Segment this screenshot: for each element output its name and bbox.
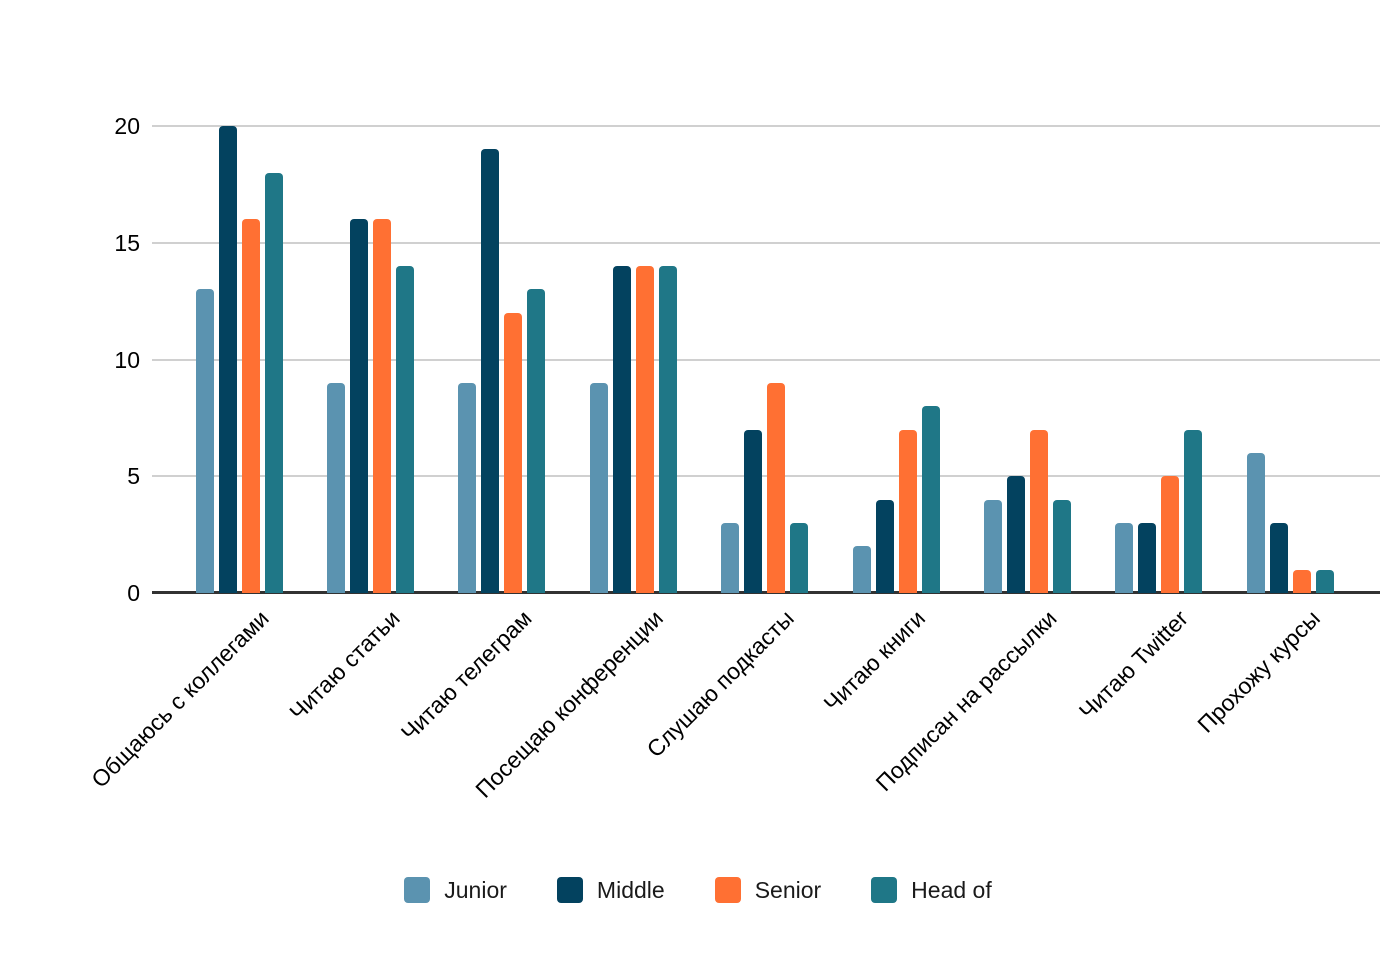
bar-senior [1029, 430, 1048, 593]
bar-senior [1292, 570, 1311, 593]
x-category-label: Читаю Twitter [1073, 605, 1194, 725]
bar-senior [504, 313, 523, 593]
bar-middle [612, 266, 631, 593]
legend-label: Senior [754, 876, 822, 903]
bar-junior [458, 383, 477, 593]
bar-senior [372, 219, 391, 593]
y-tick-label: 0 [127, 580, 140, 606]
bar-head-of [921, 406, 940, 593]
bar-middle [1138, 523, 1157, 593]
legend-swatch-icon [871, 877, 898, 903]
legend-swatch-icon [714, 877, 741, 903]
bar-head-of [264, 173, 283, 593]
bar-group [983, 126, 1071, 593]
bar-junior [1246, 453, 1265, 593]
bar-middle [1006, 476, 1025, 593]
bar-head-of [790, 523, 809, 593]
plot-area: 0 5 10 15 20 [114, 113, 1380, 606]
legend-item-junior: Junior [404, 877, 507, 904]
bar-group [1115, 126, 1203, 593]
legend-label: Head of [911, 876, 992, 903]
bar-group [195, 126, 283, 593]
legend: Junior Middle Senior Head of [0, 872, 1396, 908]
bar-middle [218, 126, 237, 593]
bar-senior [1161, 476, 1180, 593]
bar-middle [1269, 523, 1288, 593]
y-tick-label: 5 [127, 463, 140, 489]
bar-head-of [1315, 570, 1334, 593]
gridline [152, 125, 1380, 127]
bar-head-of [658, 266, 677, 593]
legend-item-senior: Senior [714, 876, 822, 904]
gridline [152, 359, 1380, 361]
x-category-label: Читаю телеграм [395, 605, 537, 746]
bar-junior [326, 383, 345, 593]
bar-group [721, 126, 809, 593]
y-tick-label: 20 [114, 113, 140, 139]
bar-head-of [1052, 500, 1071, 593]
x-category-label: Читаю статьи [284, 605, 405, 726]
bar-group [852, 126, 940, 593]
bar-senior [241, 219, 260, 593]
bar-junior [721, 523, 740, 593]
bar-head-of [395, 266, 414, 593]
bar-middle [744, 430, 763, 593]
bar-junior [1115, 523, 1134, 593]
bar-senior [898, 430, 917, 593]
bar-middle [349, 219, 368, 593]
bar-middle [481, 149, 500, 593]
bar-junior [195, 289, 214, 593]
y-tick-label: 10 [114, 347, 140, 373]
x-category-label: Читаю книги [818, 605, 931, 717]
bar-head-of [1184, 430, 1203, 593]
gridline [152, 242, 1380, 244]
bar-junior [589, 383, 608, 593]
bar-junior [852, 546, 871, 593]
x-category-label: Общаюсь с коллегами [85, 605, 274, 793]
legend-swatch-icon [404, 877, 431, 903]
bar-senior [635, 266, 654, 593]
legend-item-head-of: Head of [871, 877, 992, 904]
legend-swatch-icon [556, 877, 583, 903]
bar-middle [875, 500, 894, 593]
bar-group [458, 126, 546, 593]
legend-label: Middle [596, 876, 665, 903]
bar-group [326, 126, 414, 593]
bar-senior [767, 383, 786, 593]
x-axis-line [152, 591, 1380, 594]
legend-item-middle: Middle [556, 876, 665, 904]
x-category-label: Слушаю подкасты [641, 605, 799, 763]
bar-group [589, 126, 677, 593]
bar-group [1246, 126, 1334, 593]
gridline [152, 475, 1380, 477]
x-category-label: Прохожу курсы [1191, 605, 1325, 738]
legend-label: Junior [444, 876, 507, 903]
bar-head-of [527, 289, 546, 593]
y-tick-label: 15 [114, 230, 140, 256]
bar-junior [983, 500, 1002, 593]
